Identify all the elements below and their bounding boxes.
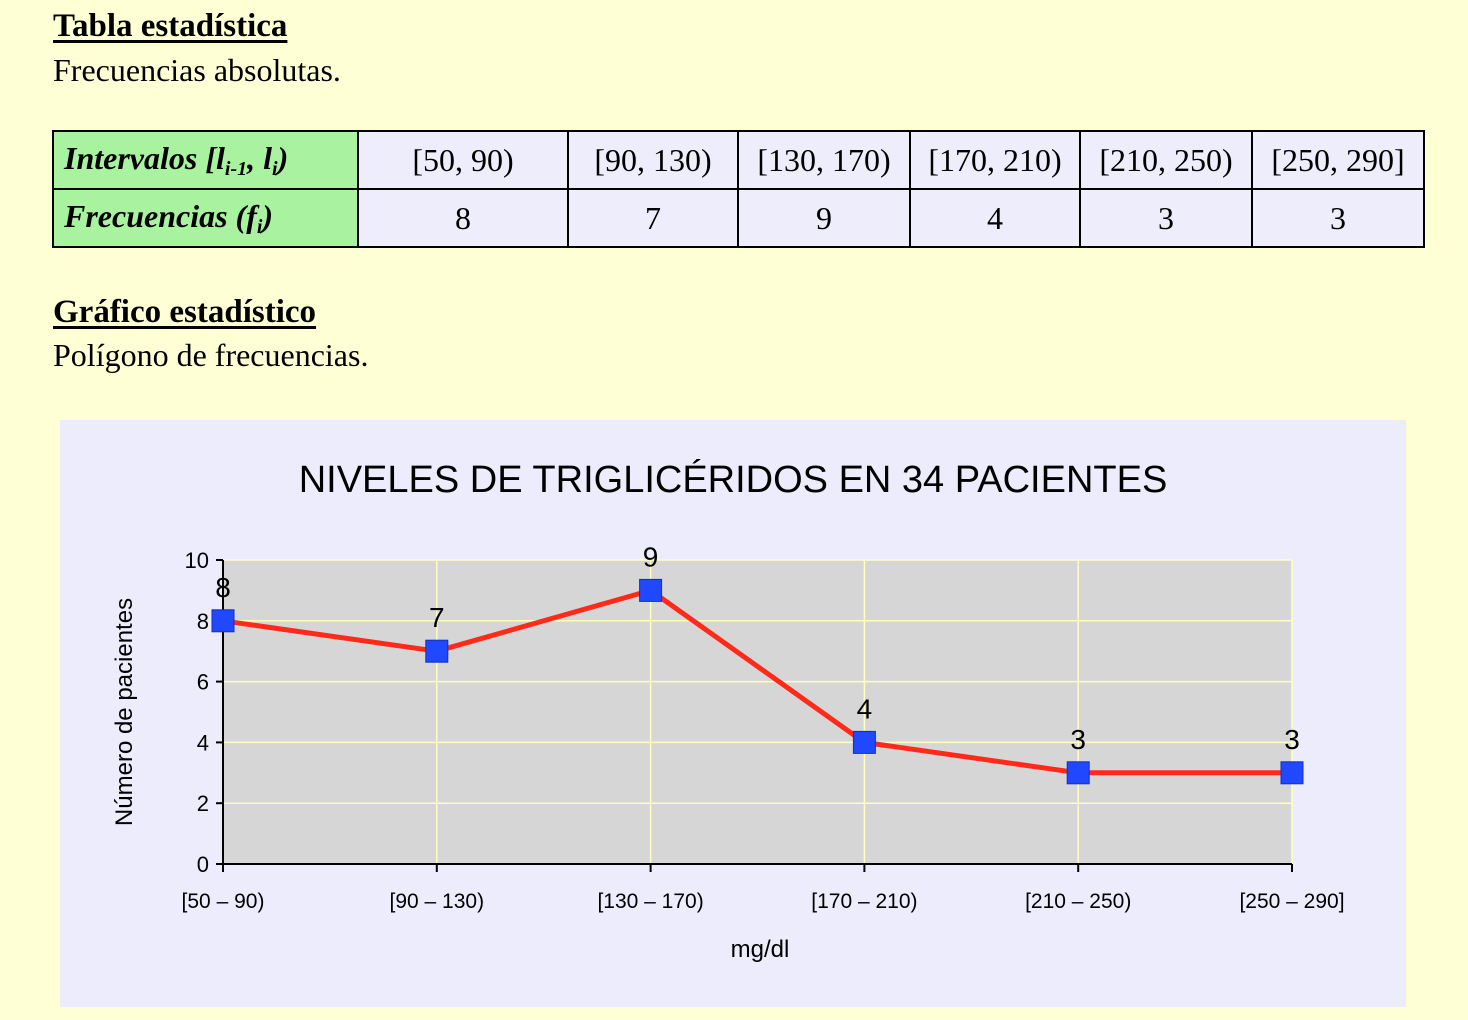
x-tick-label: [210 – 250) (1025, 890, 1131, 913)
table-cell-interval: [90, 130) (567, 130, 739, 190)
table-cell-interval: [250, 290] (1251, 130, 1425, 190)
data-point-marker (852, 730, 876, 754)
data-label: 9 (643, 541, 659, 572)
x-axis-label: mg/dl (731, 936, 790, 963)
row-header-frequencies: Frecuencias (fi) (52, 188, 359, 248)
table-cell-frequency: 7 (567, 188, 739, 248)
data-point-marker (1280, 761, 1304, 785)
table-cell-interval: [50, 90) (357, 130, 569, 190)
y-axis-label: Número de pacientes (111, 598, 138, 826)
table-cell-interval: [210, 250) (1079, 130, 1253, 190)
data-point-marker (425, 639, 449, 663)
row-header-frequencies-text: Frecuencias (f (64, 197, 257, 234)
series-line (222, 587, 1292, 776)
table-cell-frequency: 9 (737, 188, 911, 248)
y-tick-label: 8 (197, 609, 209, 634)
data-point-marker (639, 578, 663, 602)
frequency-polygon-chart: NIVELES DE TRIGLICÉRIDOS EN 34 PACIENTES… (111, 458, 1345, 963)
chart-section-subtitle: Polígono de frecuencias. (53, 337, 369, 373)
table-cell-frequency: 8 (357, 188, 569, 248)
table-cell-interval: [130, 170) (737, 130, 911, 190)
table-cell-interval: [170, 210) (909, 130, 1081, 190)
data-point-marker (211, 609, 235, 633)
data-label: 3 (1070, 724, 1086, 755)
row-header-intervals-sub2: i (272, 157, 278, 180)
x-tick-label: [50 – 90) (182, 890, 265, 913)
y-tick-label: 0 (197, 852, 209, 877)
table-row-frequencies: Frecuencias (fi) 8 7 9 4 3 3 (52, 188, 1425, 248)
y-tick-label: 4 (197, 730, 209, 755)
y-tick-label: 10 (185, 548, 209, 573)
chart-title: NIVELES DE TRIGLICÉRIDOS EN 34 PACIENTES (299, 458, 1168, 501)
row-header-intervals-text: Intervalos [l (64, 139, 225, 176)
plot-area (223, 560, 1292, 864)
chart-section-title: Gráfico estadístico (53, 294, 317, 330)
x-tick-label: [170 – 210) (811, 890, 917, 913)
x-tick-label: [90 – 130) (390, 890, 485, 913)
x-tick-label: [130 – 170) (597, 890, 703, 913)
data-label: 3 (1284, 724, 1300, 755)
y-tick-label: 2 (197, 791, 209, 816)
row-header-intervals: Intervalos [li-1, li) (52, 130, 359, 190)
table-row-intervals: Intervalos [li-1, li) [50, 90) [90, 130)… (52, 130, 1425, 190)
x-tick-label: [250 – 290] (1239, 890, 1344, 913)
data-label: 8 (215, 572, 231, 603)
frequency-table: Intervalos [li-1, li) [50, 90) [90, 130)… (52, 130, 1425, 248)
chart-panel: NIVELES DE TRIGLICÉRIDOS EN 34 PACIENTES… (60, 420, 1406, 1007)
row-header-intervals-sub1: i-1 (224, 157, 248, 180)
table-cell-frequency: 4 (909, 188, 1081, 248)
row-header-frequencies-end: ) (262, 197, 274, 234)
row-header-frequencies-sub: i (256, 215, 263, 238)
table-section-subtitle: Frecuencias absolutas. (53, 52, 341, 88)
table-section-title: Tabla estadística (53, 8, 288, 44)
row-header-intervals-end: ) (277, 139, 289, 176)
data-point-marker (1066, 761, 1090, 785)
table-cell-frequency: 3 (1079, 188, 1253, 248)
data-label: 7 (429, 602, 445, 633)
data-label: 4 (857, 693, 873, 724)
row-header-intervals-mid: , l (247, 139, 272, 176)
table-cell-frequency: 3 (1251, 188, 1425, 248)
y-tick-label: 6 (197, 670, 209, 695)
